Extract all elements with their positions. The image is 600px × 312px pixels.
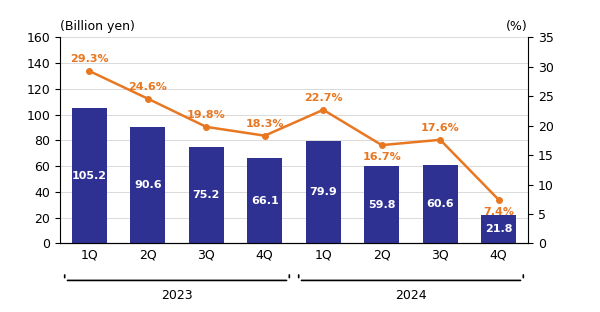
Text: 18.3%: 18.3% [245,119,284,129]
Text: 79.9: 79.9 [310,187,337,197]
Text: 2023: 2023 [161,289,193,302]
Text: 90.6: 90.6 [134,180,161,190]
Text: 66.1: 66.1 [251,196,278,206]
Bar [72,108,107,243]
Text: 22.7%: 22.7% [304,93,343,103]
Text: 16.7%: 16.7% [362,152,401,162]
Text: 2024: 2024 [395,289,427,302]
Text: (Billion yen): (Billion yen) [60,20,135,33]
Text: 105.2: 105.2 [72,171,107,181]
Text: 24.6%: 24.6% [128,81,167,91]
Bar [188,147,224,243]
Text: 75.2: 75.2 [193,190,220,200]
Bar [422,165,458,243]
Bar [481,215,516,243]
Text: 29.3%: 29.3% [70,54,109,64]
Text: 19.8%: 19.8% [187,110,226,120]
Text: (%): (%) [506,20,528,33]
Text: 17.6%: 17.6% [421,123,460,133]
Text: 21.8: 21.8 [485,224,512,234]
Bar [247,158,283,243]
Text: 59.8: 59.8 [368,200,395,210]
Text: 7.4%: 7.4% [483,207,514,217]
Bar [130,127,165,243]
Bar [306,140,341,243]
Text: 60.6: 60.6 [427,199,454,209]
Bar [364,166,400,243]
